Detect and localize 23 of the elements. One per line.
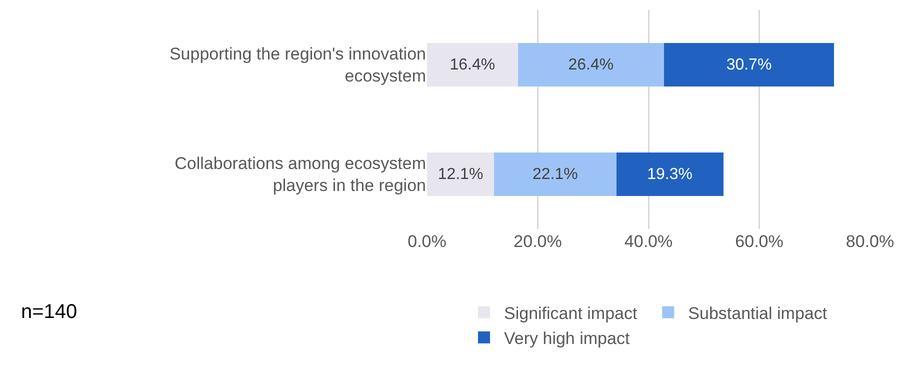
bar: [427, 42, 518, 87]
data-label: 16.4%: [450, 56, 496, 74]
data-label: 19.3%: [647, 166, 693, 183]
data-label: 12.1%: [438, 166, 484, 183]
data-label: 22.1%: [532, 166, 578, 183]
legend-label: Very high impact: [504, 328, 630, 348]
bar: [664, 42, 834, 87]
bar: [427, 152, 494, 196]
y-tick-label: Collaborations among ecosystem players in the region: [174, 154, 426, 196]
legend-label: Substantial impact: [688, 304, 828, 323]
x-tick-label: 20.0%: [514, 232, 562, 251]
data-label: 30.7%: [726, 56, 772, 74]
x-tick-label: 60.0%: [735, 232, 784, 251]
text: n=140: [21, 301, 78, 323]
bar: [518, 42, 664, 87]
bar: [494, 152, 616, 196]
x-tick-label: 40.0%: [624, 232, 673, 251]
y-tick-label: Supporting the region's innovation ecosystem: [169, 44, 426, 86]
bar: [616, 152, 724, 196]
data-label: 26.4%: [568, 56, 614, 74]
legend-label: Significant impact: [504, 304, 638, 323]
x-tick-label: 0.0%: [408, 232, 446, 251]
x-tick-label: 80.0%: [846, 232, 894, 251]
